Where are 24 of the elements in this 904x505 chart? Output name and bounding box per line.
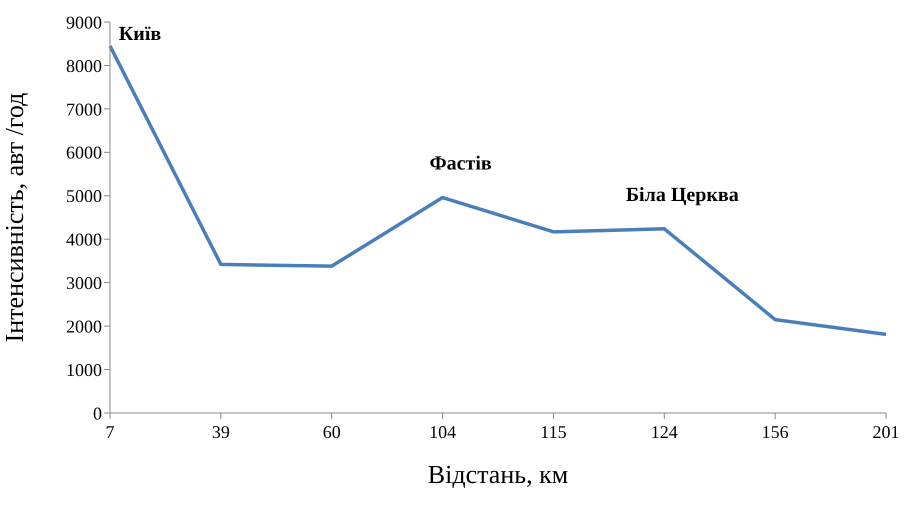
x-tick-label: 60 bbox=[322, 422, 341, 442]
annotation: Біла Церква bbox=[626, 184, 739, 206]
x-tick-label: 124 bbox=[650, 422, 678, 442]
y-tick-label: 7000 bbox=[66, 99, 102, 120]
y-tick-label: 3000 bbox=[66, 273, 102, 294]
y-tick-label: 6000 bbox=[66, 142, 102, 163]
y-tick-label: 9000 bbox=[66, 12, 102, 32]
x-tick-label: 7 bbox=[106, 422, 114, 442]
y-axis-title: Інтенсивність, авт /год bbox=[0, 92, 30, 342]
y-tick-label: 2000 bbox=[66, 316, 102, 336]
annotation: Київ bbox=[118, 22, 162, 45]
y-tick-label: 5000 bbox=[66, 186, 102, 206]
x-tick-label: 115 bbox=[540, 422, 567, 442]
x-tick-label: 104 bbox=[429, 422, 456, 442]
annotation: Фастів bbox=[429, 152, 492, 175]
line-series bbox=[108, 44, 888, 336]
x-tick-label: 39 bbox=[212, 422, 230, 442]
y-tick-label: 8000 bbox=[66, 56, 102, 76]
y-tick-label: 1000 bbox=[66, 360, 102, 380]
y-tick-label: 0 bbox=[93, 403, 102, 424]
x-tick-label: 156 bbox=[762, 422, 789, 442]
x-axis-title: Відстань, км bbox=[428, 460, 568, 489]
y-tick-label: 4000 bbox=[66, 230, 102, 250]
x-tick-label: 201 bbox=[872, 422, 900, 442]
